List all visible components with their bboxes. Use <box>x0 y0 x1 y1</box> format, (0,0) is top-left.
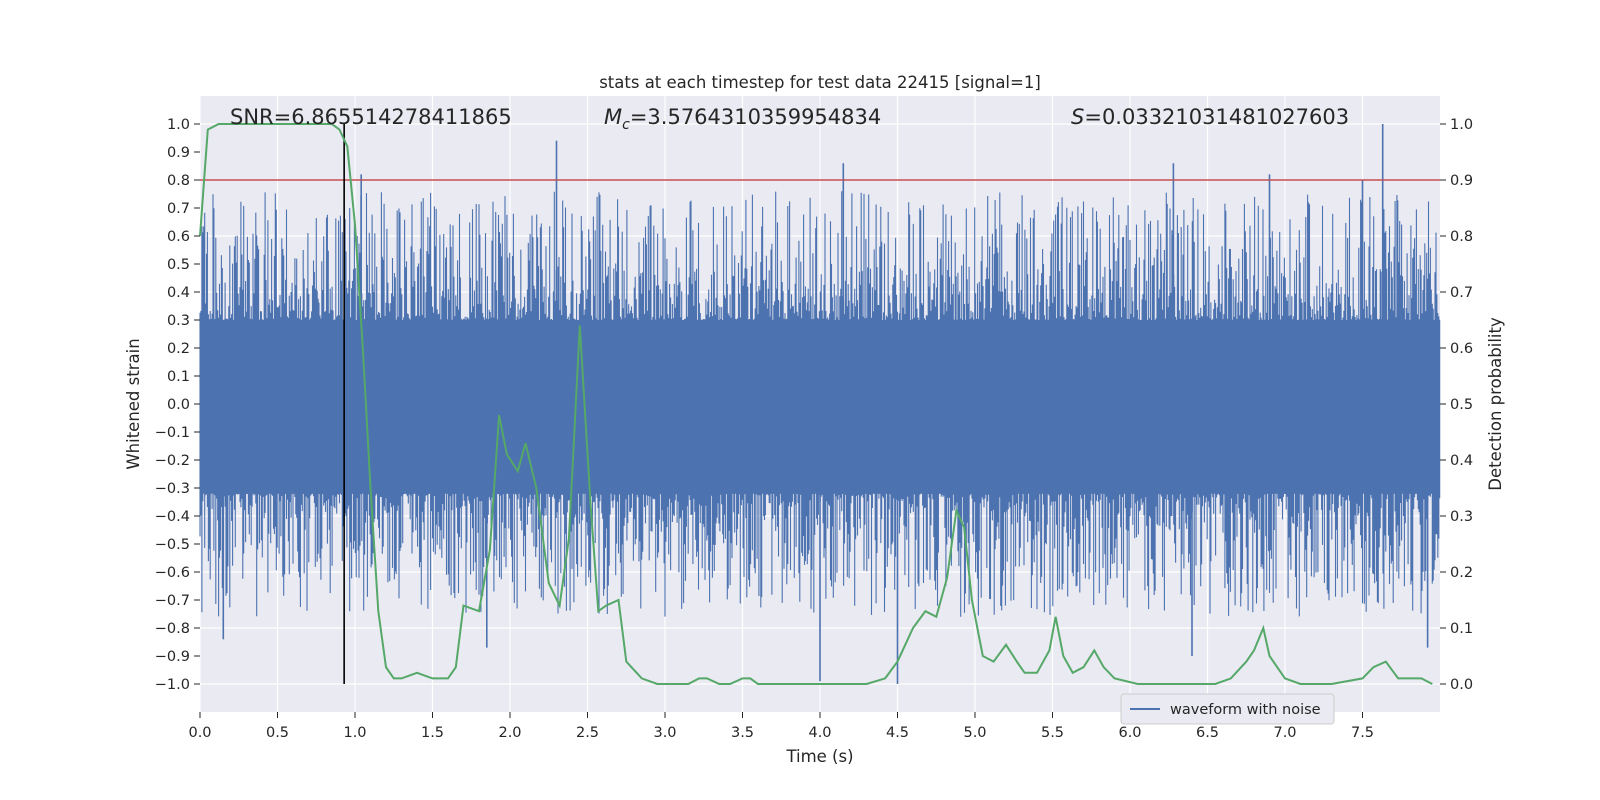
waveform-noise-trace <box>199 191 1441 617</box>
x-tick-label: 5.0 <box>963 725 986 741</box>
left-y-ticks: 1.0 0.9 0.8 0.7 0.6 0.5 0.4 0.3 0.2 0.1 0.0 −0.1 −0.… <box>155 117 200 693</box>
x-tick-label: 4.0 <box>808 725 831 741</box>
x-tick-label: 1.5 <box>421 725 444 741</box>
x-tick-label: 7.0 <box>1273 725 1296 741</box>
s-symbol: S <box>1071 105 1084 129</box>
left-y-tick-label: −0.2 <box>155 453 190 469</box>
left-y-tick-label: 0.8 <box>167 173 190 189</box>
x-tick-label: 0.5 <box>266 725 289 741</box>
x-tick-label: 5.5 <box>1041 725 1064 741</box>
x-tick-label: 4.5 <box>886 725 909 741</box>
left-y-tick-label: −0.1 <box>155 425 190 441</box>
left-y-tick-label: 0.4 <box>167 285 190 301</box>
left-y-tick-label: −0.4 <box>155 509 190 525</box>
right-y-tick-label: 0.9 <box>1450 173 1473 189</box>
s-annotation: S=0.03321031481027603 <box>1071 105 1349 129</box>
right-y-tick-label: 0.4 <box>1450 453 1473 469</box>
left-y-tick-label: 0.0 <box>167 397 190 413</box>
chirp-mass-annotation: Mc=3.5764310359954834 <box>604 105 881 133</box>
right-y-tick-label: 0.2 <box>1450 565 1473 581</box>
right-y-tick-label: 0.1 <box>1450 621 1473 637</box>
right-y-tick-label: 0.3 <box>1450 509 1473 525</box>
left-y-tick-label: −1.0 <box>155 677 190 693</box>
y-axis-label: Whitened strain <box>124 338 143 469</box>
legend-label: waveform with noise <box>1170 702 1321 718</box>
x-tick-label: 6.5 <box>1196 725 1219 741</box>
right-y-tick-label: 0.8 <box>1450 229 1473 245</box>
left-y-tick-label: 0.5 <box>167 257 190 273</box>
x-tick-label: 0.0 <box>188 725 211 741</box>
x-tick-label: 2.0 <box>498 725 521 741</box>
x-ticks: 0.0 0.5 1.0 1.5 2.0 2.5 3.0 3.5 4.0 4.5 5.0 5.5 6.0 6… <box>188 712 1374 741</box>
left-y-tick-label: 0.9 <box>167 145 190 161</box>
left-y-tick-label: −0.6 <box>155 565 190 581</box>
s-value: =0.03321031481027603 <box>1084 105 1349 129</box>
right-y-ticks: 1.0 0.9 0.8 0.7 0.6 0.5 0.4 0.3 0.2 0.1 0.0 <box>1440 117 1473 693</box>
legend: waveform with noise <box>1120 693 1335 725</box>
x-axis-label: Time (s) <box>785 747 853 766</box>
left-y-tick-label: −0.9 <box>155 649 190 665</box>
legend-box <box>1120 693 1335 725</box>
chirp-mass-value: =3.5764310359954834 <box>630 105 881 129</box>
left-y-tick-label: 1.0 <box>167 117 190 133</box>
right-y-tick-label: 1.0 <box>1450 117 1473 133</box>
chirp-mass-subscript: c <box>622 117 630 133</box>
left-y-tick-label: 0.3 <box>167 313 190 329</box>
x-tick-label: 2.5 <box>576 725 599 741</box>
right-y-tick-label: 0.5 <box>1450 397 1473 413</box>
chirp-mass-symbol: M <box>604 105 622 129</box>
right-y-tick-label: 0.0 <box>1450 677 1473 693</box>
left-y-tick-label: −0.5 <box>155 537 190 553</box>
right-y-tick-label: 0.7 <box>1450 285 1473 301</box>
left-y-tick-label: −0.8 <box>155 621 190 637</box>
left-y-tick-label: 0.1 <box>167 369 190 385</box>
x-tick-label: 6.0 <box>1118 725 1141 741</box>
x-tick-label: 1.0 <box>343 725 366 741</box>
y2-axis-label: Detection probability <box>1486 317 1505 491</box>
left-y-tick-label: 0.7 <box>167 201 190 217</box>
left-y-tick-label: 0.6 <box>167 229 190 245</box>
snr-annotation: SNR=6.865514278411865 <box>230 105 512 129</box>
left-y-tick-label: −0.7 <box>155 593 190 609</box>
right-y-tick-label: 0.6 <box>1450 341 1473 357</box>
waveform-series <box>199 124 1441 684</box>
detection-probability-line <box>199 123 1433 685</box>
x-tick-label: 7.5 <box>1351 725 1374 741</box>
waveform-peak-spikes <box>222 124 1429 684</box>
chart-title: stats at each timestep for test data 224… <box>599 73 1041 92</box>
x-tick-label: 3.0 <box>653 725 676 741</box>
left-y-tick-label: 0.2 <box>167 341 190 357</box>
left-y-tick-label: −0.3 <box>155 481 190 497</box>
x-tick-label: 3.5 <box>731 725 754 741</box>
